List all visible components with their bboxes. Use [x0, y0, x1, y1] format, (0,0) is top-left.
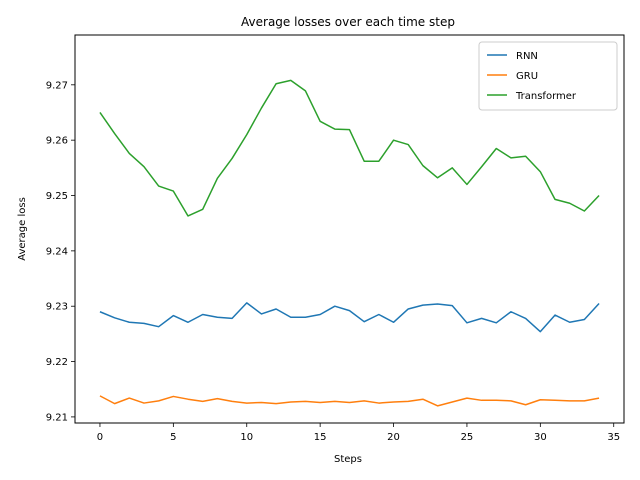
- x-tick-label: 5: [170, 432, 176, 443]
- y-tick-label: 9.26: [46, 136, 68, 147]
- x-axis-label: Steps: [334, 454, 362, 465]
- legend-label-transformer: Transformer: [515, 91, 577, 102]
- legend: RNN GRU Transformer: [479, 42, 617, 110]
- y-tick-label: 9.22: [46, 357, 68, 368]
- x-tick-label: 20: [387, 432, 400, 443]
- legend-label-rnn: RNN: [516, 51, 538, 62]
- x-tick-label: 0: [97, 432, 103, 443]
- x-tick-label: 25: [461, 432, 474, 443]
- x-tick-label: 10: [240, 432, 253, 443]
- y-tick-label: 9.27: [46, 80, 68, 91]
- x-tick-label: 30: [534, 432, 547, 443]
- chart-title: Average losses over each time step: [241, 15, 455, 29]
- legend-label-gru: GRU: [516, 71, 538, 82]
- x-tick-label: 35: [607, 432, 620, 443]
- y-axis-label: Average loss: [17, 197, 28, 261]
- y-tick-label: 9.24: [46, 246, 68, 257]
- y-tick-label: 9.23: [46, 302, 68, 313]
- y-tick-label: 9.25: [46, 191, 68, 202]
- y-tick-label: 9.21: [46, 412, 68, 423]
- x-tick-label: 15: [314, 432, 327, 443]
